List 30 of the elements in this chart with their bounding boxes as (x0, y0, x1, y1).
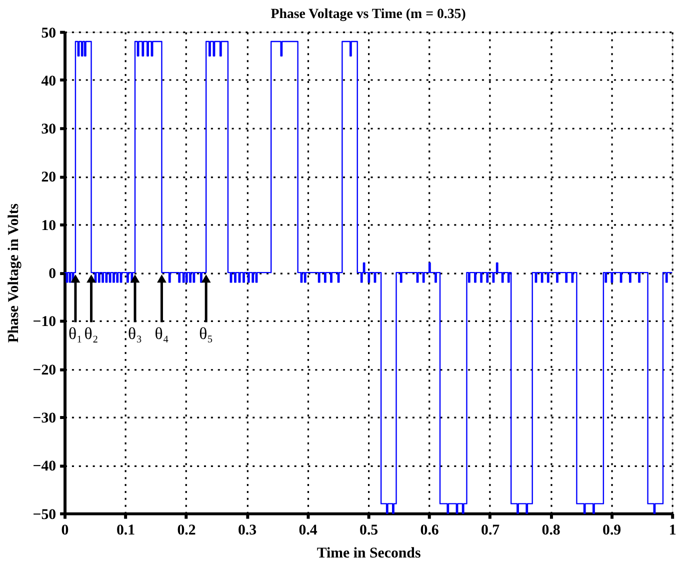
y-tick-label: −20 (32, 362, 56, 378)
annotation: θ₄ (154, 324, 169, 344)
annotation: θ₅ (199, 324, 214, 344)
x-tick-label: 0 (61, 522, 69, 539)
y-tick-label: 0 (48, 266, 56, 282)
annotation: θ₃ (128, 324, 142, 344)
chart-title: Phase Voltage vs Time (m = 0.35) (270, 6, 466, 22)
y-tick-label: −30 (32, 410, 56, 426)
y-tick-label: 20 (41, 170, 56, 186)
x-tick-label: 0.3 (238, 522, 257, 539)
y-tick-label: −40 (32, 458, 56, 475)
x-tick-label: 0.7 (481, 522, 500, 539)
y-tick-label: 40 (41, 73, 56, 90)
x-tick-label: 0.5 (360, 522, 378, 539)
x-tick-label: 1 (668, 522, 676, 539)
annotation: θ₁ (68, 324, 82, 344)
x-tick-label: 0.1 (116, 522, 136, 539)
y-tick-label: 30 (41, 122, 56, 138)
x-tick-label: 0.9 (602, 522, 622, 539)
x-tick-label: 0.4 (298, 522, 318, 539)
y-tick-label: 10 (41, 218, 56, 234)
y-tick-label: −50 (32, 506, 56, 523)
y-tick-label: −10 (32, 314, 56, 330)
annotation: θ₂ (84, 324, 98, 344)
y-axis-title: Phase Voltage in Volts (6, 203, 22, 343)
x-tick-label: 0.6 (420, 522, 439, 539)
y-tick-label: 50 (41, 25, 56, 42)
x-tick-label: 0.2 (177, 522, 196, 539)
x-tick-label: 0.8 (542, 522, 560, 539)
x-axis-title: Time in Seconds (316, 545, 421, 562)
